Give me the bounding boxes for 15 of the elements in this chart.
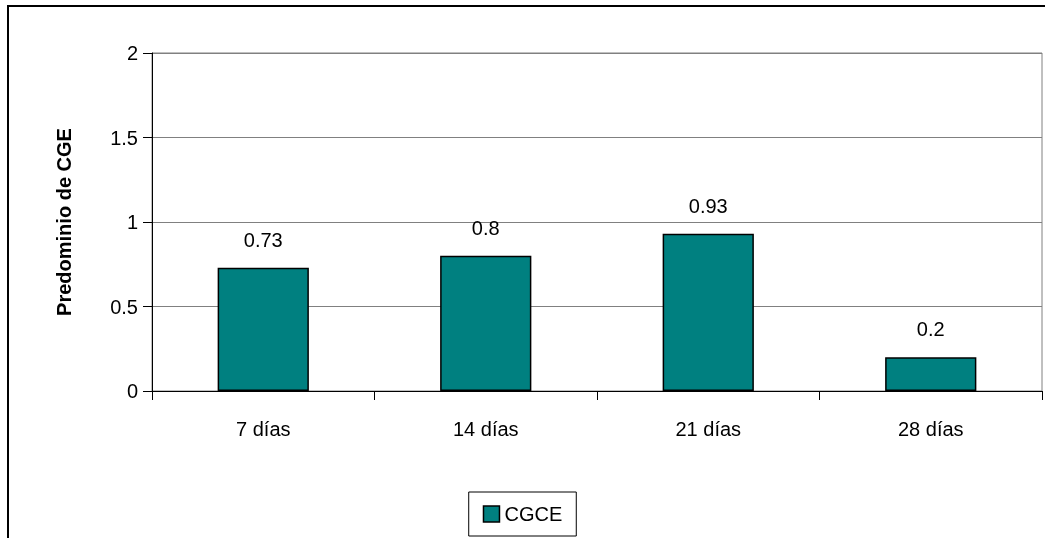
y-tick-label: 1 [126,211,138,233]
data-label: 0.8 [471,216,500,239]
y-tick-label: 0 [126,380,138,402]
y-tick-label: 2 [126,42,138,64]
x-tick-label: 28 días [897,418,964,440]
data-label: 0.93 [688,194,728,217]
x-tick-label: 21 días [675,418,742,440]
data-label: 0.73 [243,228,283,251]
legend-label: CGCE [504,503,563,525]
data-label: 0.2 [916,318,945,341]
y-tick-label: 0.5 [110,295,138,318]
x-tick-label: 14 días [452,418,519,440]
y-tick-label: 1.5 [110,126,138,149]
y-axis-title: Predominio de CGE [53,128,75,316]
x-tick-label: 7 días [236,418,291,440]
